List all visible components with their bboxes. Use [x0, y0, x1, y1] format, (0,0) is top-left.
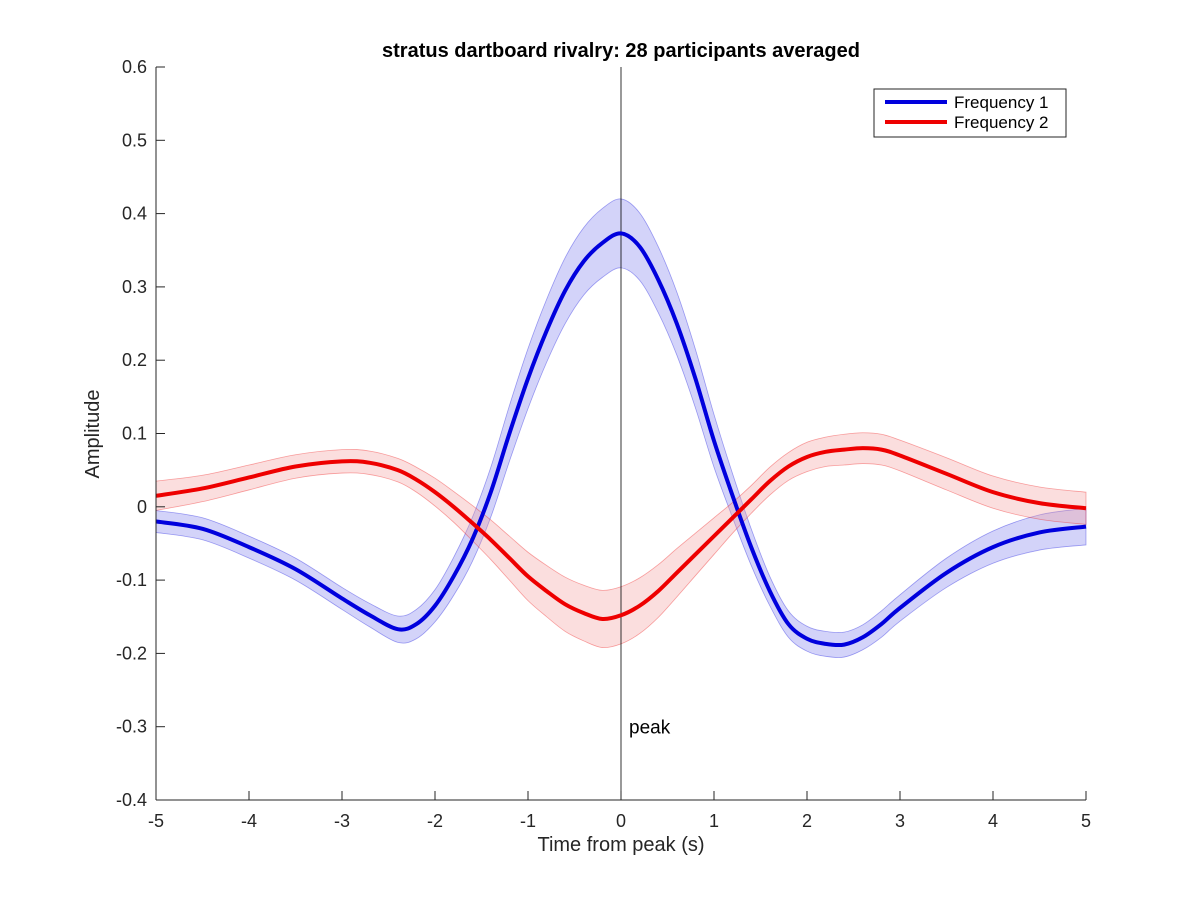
y-axis-title: Amplitude: [82, 390, 104, 479]
series-line-2: [155, 446, 1087, 621]
axes: -5 -4 -3 -2 -1 0 1 2 3 4 5 -0.4 -0.3 -0.2 -0.1 0 0.1 0.2…: [116, 57, 1091, 831]
x-axis-ticks: -5 -4 -3 -2 -1 0 1 2 3 4 5: [148, 791, 1091, 831]
peak-label: peak: [629, 718, 671, 739]
y-tick-label: 0.6: [122, 57, 147, 77]
y-tick-label: -0.1: [116, 570, 147, 590]
x-tick-label: -1: [520, 811, 536, 831]
plot-area: peak: [155, 67, 1087, 800]
y-tick-label: 0.1: [122, 424, 147, 444]
y-tick-label: -0.4: [116, 790, 147, 810]
x-tick-label: -3: [334, 811, 350, 831]
y-tick-label: 0.2: [122, 350, 147, 370]
x-tick-label: -5: [148, 811, 164, 831]
series-line-1: [155, 231, 1087, 648]
legend-box: [873, 88, 1067, 138]
y-tick-label: 0.4: [122, 204, 147, 224]
x-tick-label: -4: [241, 811, 257, 831]
chart-title: stratus dartboard rivalry: 28 participan…: [382, 40, 860, 62]
y-tick-label: -0.3: [116, 717, 147, 737]
x-tick-label: 1: [709, 811, 719, 831]
x-tick-label: 5: [1081, 811, 1091, 831]
x-axis-title: Time from peak (s): [537, 834, 704, 856]
y-tick-label: -0.2: [116, 643, 147, 663]
x-tick-label: 3: [895, 811, 905, 831]
y-tick-label: 0.3: [122, 277, 147, 297]
legend-label-1: Frequency 1: [954, 93, 1049, 112]
x-tick-label: 4: [988, 811, 998, 831]
series-lines: [155, 231, 1087, 648]
legend-label-2: Frequency 2: [954, 113, 1049, 132]
y-tick-label: 0: [137, 497, 147, 517]
y-axis-ticks: -0.4 -0.3 -0.2 -0.1 0 0.1 0.2 0.3 0.4 0.5 0.6: [116, 57, 165, 810]
x-tick-label: 0: [616, 811, 626, 831]
x-tick-label: 2: [802, 811, 812, 831]
y-tick-label: 0.5: [122, 130, 147, 150]
x-tick-label: -2: [427, 811, 443, 831]
